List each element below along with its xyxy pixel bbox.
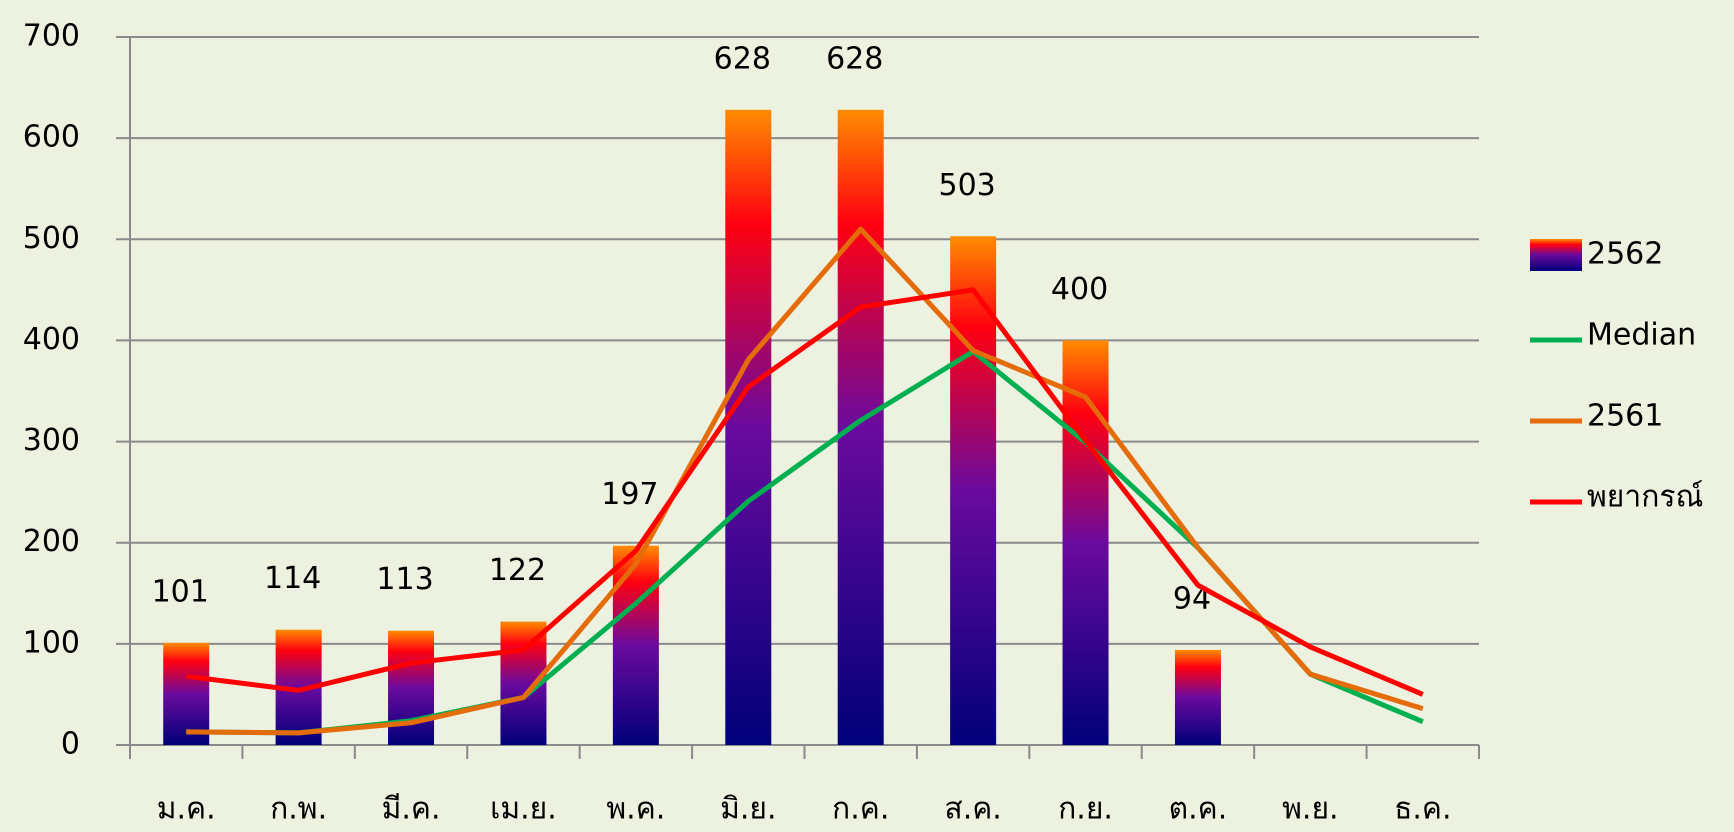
- x-tick-label: ก.พ.: [270, 792, 327, 827]
- legend-swatch: [1530, 239, 1582, 271]
- data-label: 628: [714, 41, 771, 76]
- data-label: 101: [152, 574, 209, 609]
- bar: [1174, 649, 1221, 745]
- line: [186, 226, 1424, 736]
- y-tick-label: 200: [23, 524, 80, 559]
- x-tick-label: มี.ค.: [382, 792, 441, 827]
- data-label: 628: [826, 41, 883, 76]
- y-tick-label: 700: [23, 19, 80, 54]
- x-tick-label: ธ.ค.: [1394, 792, 1451, 827]
- bar: [1062, 340, 1109, 745]
- bar: [163, 642, 210, 745]
- legend-label: Median: [1587, 318, 1696, 353]
- data-label: 113: [376, 562, 433, 597]
- x-tick-label: พ.ย.: [1282, 792, 1338, 827]
- x-tick-label: มิ.ย.: [720, 792, 776, 827]
- x-tick-label: พ.ค.: [606, 792, 665, 827]
- x-tick-label: เม.ย.: [490, 792, 557, 827]
- x-tick-label: ต.ค.: [1169, 792, 1228, 827]
- x-tick-label: ก.ย.: [1058, 792, 1113, 827]
- bar: [725, 109, 772, 745]
- x-tick-label: ส.ค.: [944, 792, 1001, 827]
- y-tick-label: 300: [23, 423, 80, 458]
- y-tick-label: 0: [61, 727, 80, 762]
- y-tick-label: 100: [23, 625, 80, 660]
- x-tick-label: ม.ค.: [157, 792, 216, 827]
- bar: [388, 630, 435, 745]
- bar: [950, 236, 997, 745]
- data-label: 503: [938, 168, 995, 203]
- line: [185, 287, 1424, 697]
- data-label: 114: [264, 561, 321, 596]
- data-label: 122: [489, 553, 546, 588]
- y-tick-label: 400: [23, 322, 80, 357]
- data-label: 197: [601, 477, 658, 512]
- data-label: 400: [1051, 272, 1108, 307]
- legend-label: พยากรณ์: [1587, 480, 1703, 515]
- legend-label: 2561: [1587, 399, 1663, 434]
- bar: [612, 545, 659, 745]
- x-tick-label: ก.ค.: [832, 792, 889, 827]
- bar: [837, 109, 884, 745]
- y-tick-label: 500: [23, 221, 80, 256]
- legend-label: 2562: [1587, 237, 1663, 272]
- y-tick-label: 600: [23, 120, 80, 155]
